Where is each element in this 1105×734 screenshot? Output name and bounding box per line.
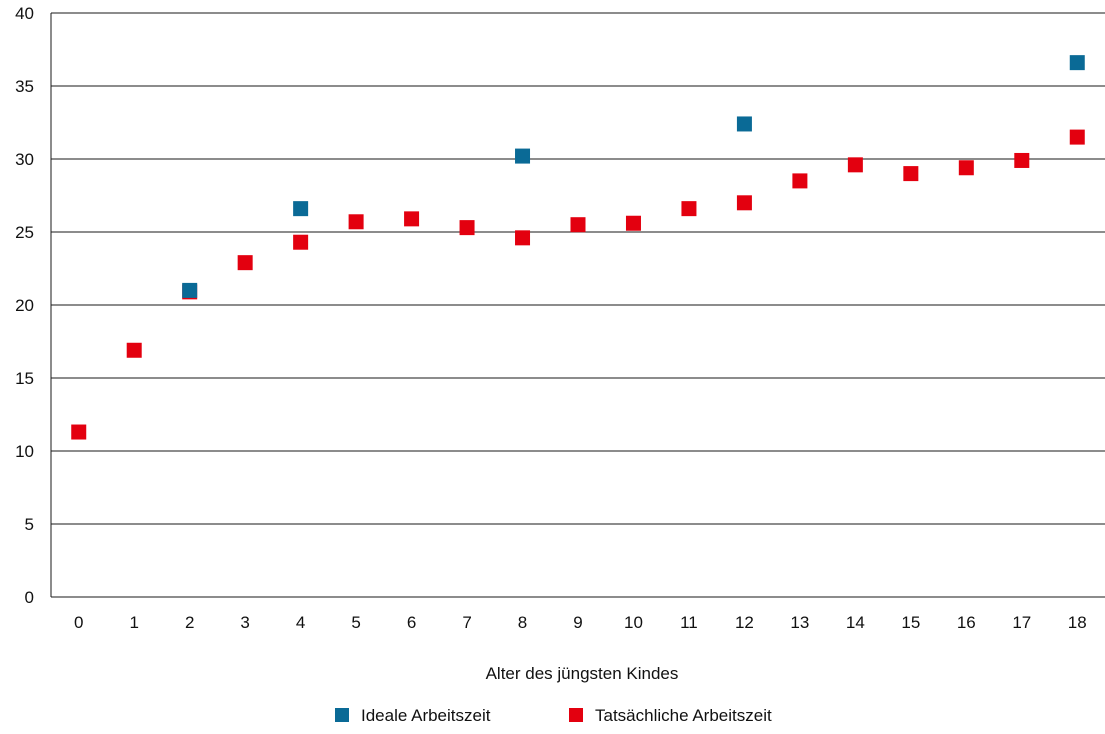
x-tick-label: 18 (1068, 613, 1087, 632)
actual-point (293, 234, 309, 250)
actual-point (126, 342, 142, 358)
actual-point (237, 255, 253, 271)
actual-point (515, 230, 531, 246)
actual-point (681, 201, 697, 217)
ideal-point (182, 282, 198, 298)
y-tick-label: 5 (25, 515, 34, 534)
actual-point (903, 166, 919, 182)
y-tick-label: 10 (15, 442, 34, 461)
y-tick-label: 35 (15, 77, 34, 96)
x-tick-label: 10 (624, 613, 643, 632)
x-tick-label: 17 (1012, 613, 1031, 632)
grid-lines (51, 12, 1105, 525)
x-axis-title: Alter des jüngsten Kindes (486, 664, 679, 683)
ideal-point (515, 148, 531, 164)
y-tick-label: 30 (15, 150, 34, 169)
ideal-point (293, 201, 309, 217)
y-tick-label: 0 (25, 588, 34, 607)
y-tick-label: 15 (15, 369, 34, 388)
x-tick-label: 7 (462, 613, 471, 632)
data-points (71, 55, 1085, 440)
actual-point (1069, 129, 1085, 145)
actual-point (459, 220, 475, 236)
x-tick-label: 2 (185, 613, 194, 632)
legend-swatch (335, 708, 349, 722)
x-tick-label: 13 (790, 613, 809, 632)
actual-point (792, 173, 808, 189)
x-tick-label: 16 (957, 613, 976, 632)
y-tick-label: 20 (15, 296, 34, 315)
actual-point (404, 211, 420, 227)
legend-label: Tatsächliche Arbeitszeit (595, 706, 772, 725)
actual-point (736, 195, 752, 211)
x-tick-label: 11 (680, 613, 698, 632)
x-tick-label: 4 (296, 613, 305, 632)
legend-swatch (569, 708, 583, 722)
x-tick-label: 0 (74, 613, 83, 632)
actual-point (847, 157, 863, 173)
y-tick-label: 25 (15, 223, 34, 242)
actual-point (71, 424, 87, 440)
x-tick-label: 5 (351, 613, 360, 632)
legend: Ideale Arbeitszeit Tatsächliche Arbeitsze… (335, 706, 772, 725)
actual-point (625, 215, 641, 231)
y-tick-label: 40 (15, 4, 34, 23)
axes (50, 13, 1105, 598)
x-tick-label: 1 (129, 613, 138, 632)
y-axis-ticks: 0 5 10 15 20 25 30 35 40 (15, 4, 34, 607)
x-tick-label: 3 (240, 613, 249, 632)
legend-label: Ideale Arbeitszeit (361, 706, 491, 725)
x-tick-label: 12 (735, 613, 754, 632)
x-tick-label: 15 (901, 613, 920, 632)
actual-point (1014, 152, 1030, 168)
actual-point (570, 217, 586, 233)
actual-point (348, 214, 364, 230)
ideal-point (1069, 55, 1085, 71)
x-tick-label: 14 (846, 613, 865, 632)
legend-item-ideal: Ideale Arbeitszeit (335, 706, 491, 725)
ideal-point (736, 116, 752, 132)
legend-item-actual: Tatsächliche Arbeitszeit (569, 706, 772, 725)
actual-point (958, 160, 974, 176)
x-axis-ticks: 0 1 2 3 4 5 6 7 8 9 10 11 12 13 14 15 16 17 18 (74, 613, 1087, 632)
x-tick-label: 6 (407, 613, 416, 632)
x-tick-label: 9 (573, 613, 582, 632)
x-tick-label: 8 (518, 613, 527, 632)
